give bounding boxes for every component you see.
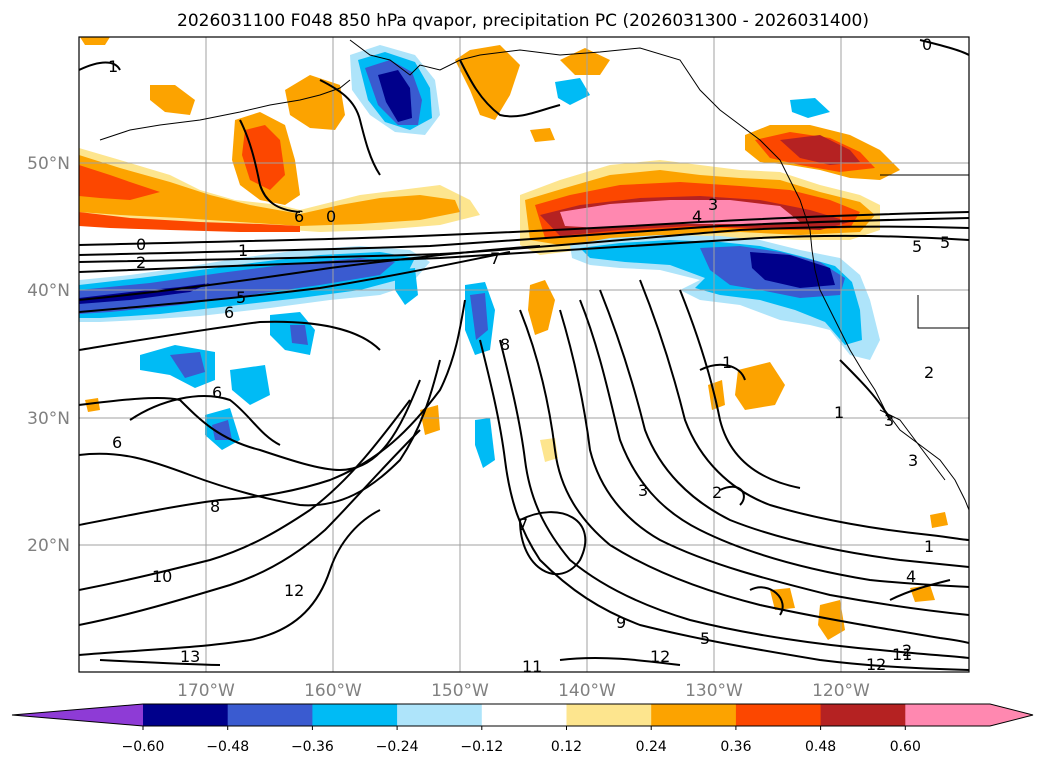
qvapor-contours: [79, 39, 969, 671]
lon-label-130w: 130°W: [685, 681, 743, 701]
map-area: 0 1 2 3 4 5 6 7 8 9 10 11 12 13 0 1 2 5 …: [79, 35, 969, 676]
contour-label-17: 5: [912, 237, 922, 256]
colorbar-segment: [227, 704, 313, 726]
colorbar-segment: [905, 704, 1033, 726]
contour-label-12: 12: [650, 647, 670, 666]
lon-label-140w: 140°W: [558, 681, 616, 701]
colorbar-tick-label: 0.36: [720, 739, 751, 755]
contour-label-8: 8: [500, 335, 510, 354]
contour-label-27: 3: [638, 481, 648, 500]
contour-labels: 0 1 2 3 4 5 6 7 8 9 10 11 12 13 0 1 2 5 …: [108, 35, 950, 676]
lat-label-50n: 50°N: [27, 154, 70, 174]
colorbar: −0.60 −0.48 −0.36 −0.24 −0.12 0.12 0.24 0.36 0.4…: [11, 703, 1034, 755]
colorbar-tick-label: 0.12: [551, 739, 582, 755]
contour-label-5: 5: [236, 288, 246, 307]
map-title: 2026031100 F048 850 hPa qvapor, precipit…: [177, 11, 869, 31]
contour-label-22: 8: [210, 497, 220, 516]
contour-label-23: 12: [284, 581, 304, 600]
lat-label-40n: 40°N: [27, 281, 70, 301]
contour-label-29: 11: [892, 645, 912, 664]
contour-label-30: 12: [866, 655, 886, 674]
contour-label-0: 0: [136, 235, 146, 254]
longitude-labels: 170°W 160°W 150°W 140°W 130°W 120°W: [177, 681, 870, 701]
colorbar-tick-label: −0.48: [206, 739, 249, 755]
colorbar-tick-label: −0.24: [376, 739, 419, 755]
contour-label-3: 3: [708, 195, 718, 214]
lon-label-170w: 170°W: [177, 681, 235, 701]
colorbar-tick-label: 0.24: [636, 739, 667, 755]
colorbar-segment: [397, 704, 483, 726]
colorbar-ticks: −0.60 −0.48 −0.36 −0.24 −0.12 0.12 0.24 0.36 0.4…: [122, 726, 921, 755]
contour-label-1: 1: [238, 241, 248, 260]
lat-label-20n: 20°N: [27, 536, 70, 556]
contour-label-21: 7: [518, 515, 528, 534]
colorbar-segment: [12, 704, 143, 726]
contour-label-6: 6: [224, 303, 234, 322]
colorbar-segment: [566, 704, 652, 726]
contour-label-37: 2: [902, 641, 912, 660]
contour-label-16: 2: [924, 363, 934, 382]
lon-label-160w: 160°W: [304, 681, 362, 701]
contour-label-35: 5: [940, 233, 950, 252]
contour-label-13: 13: [180, 647, 200, 666]
contour-label-33: 1: [924, 537, 934, 556]
contour-label-19: 6: [112, 433, 122, 452]
contour-label-32: 1: [834, 403, 844, 422]
contour-label-25: 3: [884, 411, 894, 430]
colorbar-segment: [312, 704, 398, 726]
contour-label-2: 2: [136, 253, 146, 272]
colorbar-tick-label: −0.60: [122, 739, 165, 755]
colorbar-segments: [12, 704, 1033, 726]
contour-label-24: 1: [722, 353, 732, 372]
lon-label-120w: 120°W: [812, 681, 870, 701]
contour-label-20: 6: [294, 207, 304, 226]
contour-label-7: 7: [490, 249, 500, 268]
contour-label-10: 10: [152, 567, 172, 586]
colorbar-tick-label: −0.12: [460, 739, 503, 755]
lat-label-30n: 30°N: [27, 409, 70, 429]
contour-label-15: 1: [108, 57, 118, 76]
colorbar-outline: [11, 703, 1034, 727]
colorbar-segment: [143, 704, 229, 726]
contour-label-18: 6: [212, 383, 222, 402]
colorbar-segment: [820, 704, 906, 726]
contour-label-34: 0: [326, 207, 336, 226]
lon-label-150w: 150°W: [431, 681, 489, 701]
colorbar-segment: [481, 704, 567, 726]
contour-label-4: 4: [692, 207, 702, 226]
map-frame: [78, 36, 970, 673]
graticule: [79, 37, 969, 672]
colorbar-segment: [735, 704, 822, 726]
colorbar-segment: [651, 704, 737, 726]
contour-label-26: 2: [712, 483, 722, 502]
contour-label-36: 5: [700, 629, 710, 648]
contour-label-11: 11: [522, 657, 542, 676]
latitude-labels: 50°N 40°N 30°N 20°N: [27, 154, 70, 556]
contour-label-31: 4: [906, 567, 916, 586]
contour-label-9: 9: [616, 613, 626, 632]
colorbar-tick-label: 0.48: [805, 739, 836, 755]
colorbar-tick-label: 0.60: [890, 739, 921, 755]
colorbar-tick-label: −0.36: [291, 739, 334, 755]
contour-label-14: 0: [922, 35, 932, 54]
contour-label-28: 3: [908, 451, 918, 470]
